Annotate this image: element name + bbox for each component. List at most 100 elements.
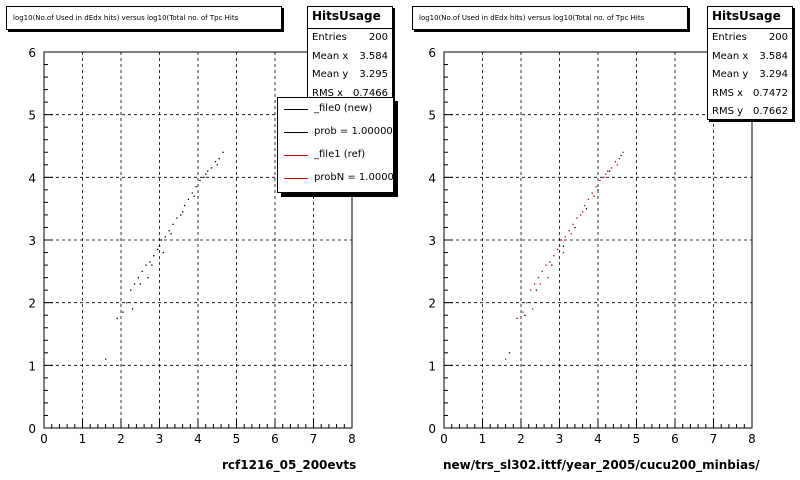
data-point — [564, 236, 566, 238]
data-point — [158, 245, 161, 247]
stats-row: Entries 200 — [308, 29, 392, 48]
stats-row: Mean x 3.584 — [708, 48, 792, 67]
data-point — [572, 223, 574, 226]
data-point — [151, 264, 153, 266]
data-point — [183, 204, 186, 207]
data-point — [216, 164, 218, 166]
x-tick-label: 7 — [710, 432, 718, 446]
data-point — [607, 170, 609, 172]
data-point — [133, 283, 136, 285]
stats-label: Mean y — [312, 69, 349, 80]
data-point — [149, 261, 151, 263]
y-tick-label: 3 — [428, 234, 436, 248]
data-point — [622, 151, 624, 153]
data-point — [205, 173, 207, 175]
y-tick-label: 6 — [428, 46, 436, 60]
legend-swatch — [284, 178, 308, 179]
data-point — [570, 233, 572, 235]
stats-box-right: HitsUsage Entries 200 Mean x 3.584 Mean y 3… — [707, 6, 793, 120]
data-point — [608, 170, 611, 172]
stats-label: RMS y — [712, 106, 744, 117]
data-point — [116, 317, 118, 320]
x-tick-label: 0 — [40, 432, 48, 446]
data-point — [187, 198, 190, 200]
data-point — [549, 261, 551, 263]
data-point — [562, 251, 565, 254]
stats-label: Entries — [712, 32, 747, 43]
stats-value: 0.7466 — [353, 87, 388, 99]
stats-label: Mean x — [712, 50, 749, 62]
y-tick-label: 6 — [28, 46, 36, 60]
y-tick-label: 1 — [428, 359, 436, 373]
data-point — [530, 289, 532, 291]
data-point — [560, 239, 563, 241]
x-tick-label: 3 — [156, 432, 164, 446]
data-point — [168, 230, 170, 232]
y-tick-label: 2 — [428, 297, 436, 311]
legend-swatch — [284, 132, 308, 133]
data-point — [591, 192, 593, 194]
data-point — [526, 302, 528, 304]
data-point — [137, 277, 140, 279]
stats-value: 200 — [768, 32, 788, 43]
legend-box: _file0 (new) prob = 1.000000 _file1 (ref… — [277, 97, 394, 193]
data-point — [182, 211, 184, 213]
data-point — [145, 264, 147, 266]
data-point — [562, 245, 565, 247]
data-point — [122, 311, 124, 313]
data-point — [207, 170, 209, 172]
data-point — [195, 186, 197, 188]
stats-row: Entries 200 — [708, 29, 792, 48]
data-point — [531, 308, 534, 310]
data-point — [553, 255, 555, 257]
data-point — [516, 317, 518, 320]
data-point — [218, 157, 220, 160]
x-tick-label: 7 — [310, 432, 318, 446]
data-point — [170, 233, 172, 235]
y-tick-label: 4 — [28, 171, 36, 185]
stats-label: Mean y — [712, 69, 749, 80]
data-point — [162, 251, 165, 254]
data-point — [505, 358, 507, 360]
stats-row: RMS y 0.7662 — [708, 103, 792, 122]
data-point — [203, 176, 205, 179]
data-point — [603, 176, 605, 179]
stats-label: Mean x — [312, 50, 349, 62]
x-tick-label: 5 — [233, 432, 241, 446]
data-point — [616, 164, 618, 166]
data-point — [558, 245, 561, 247]
data-point — [522, 311, 524, 313]
stats-value: 3.295 — [359, 69, 388, 80]
stats-row: Mean y 3.295 — [308, 66, 392, 85]
data-point — [556, 248, 559, 251]
legend-label: probN = 1.000000 — [314, 172, 394, 183]
stats-label: Entries — [312, 32, 347, 43]
legend-label: _file0 (new) — [314, 103, 373, 114]
data-point — [580, 214, 582, 216]
data-point — [585, 208, 588, 210]
data-point — [568, 230, 570, 232]
data-point — [597, 189, 599, 191]
y-tick-label: 1 — [28, 359, 36, 373]
legend-swatch — [284, 155, 308, 156]
data-point — [593, 195, 595, 197]
stats-value: 0.7662 — [753, 106, 788, 117]
data-point — [126, 302, 128, 304]
data-point — [541, 270, 543, 273]
stats-row: RMS x 0.7472 — [708, 85, 792, 104]
data-point — [583, 204, 586, 207]
plot-title-left-text: log10(No.of Used in dEdx hits) versus lo… — [13, 14, 239, 22]
y-tick-label: 3 — [28, 234, 36, 248]
x-tick-label: 3 — [556, 432, 564, 446]
legend-label: _file1 (ref) — [314, 149, 366, 160]
stats-box-right-name: HitsUsage — [708, 7, 792, 29]
data-point — [191, 192, 193, 194]
data-point — [139, 283, 141, 285]
data-point — [620, 154, 622, 157]
stats-value: 3.584 — [359, 50, 388, 62]
plot-title-right-text: log10(No.of Used in dEdx hits) versus lo… — [419, 14, 645, 22]
y-tick-label: 5 — [428, 109, 436, 123]
data-point — [610, 167, 613, 169]
data-point — [210, 167, 213, 169]
data-point — [545, 264, 547, 266]
